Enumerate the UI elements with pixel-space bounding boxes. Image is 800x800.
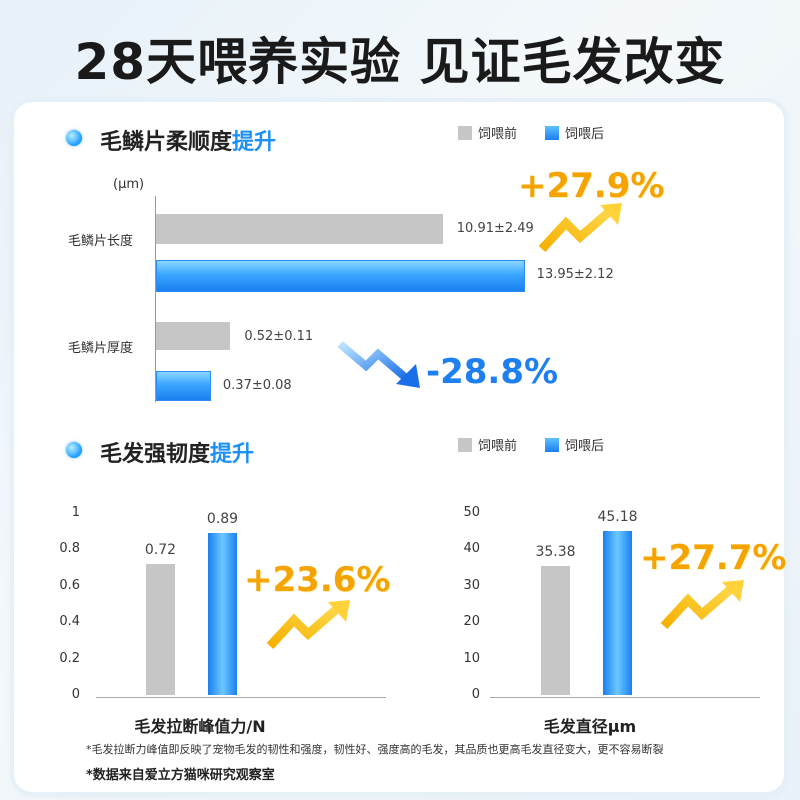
legend-swatch-blue: [545, 125, 559, 140]
hbar-after-0-value: 13.95±2.12: [536, 267, 614, 282]
tensile-chart-xlabel: 毛发拉断峰值力/N: [134, 717, 266, 736]
hbar-before-0: [156, 214, 443, 244]
y-tick-label: 10: [463, 650, 480, 666]
legend-after-label: 饲喂后: [565, 127, 605, 142]
hbar-after-0: [156, 260, 525, 292]
diameter-chart-xlabel: 毛发直径μm: [543, 717, 637, 736]
headline: 28天喂养实验 见证毛发改变: [74, 33, 726, 91]
bar-before: [541, 566, 570, 695]
legend-before-label: 饲喂前: [478, 127, 518, 142]
hbar-category-label-1: 毛鳞片厚度: [68, 341, 134, 356]
y-tick-label: 0.4: [59, 614, 80, 630]
unit-label: (μm): [113, 177, 145, 192]
bar-after: [208, 533, 237, 695]
hbar-axis: [155, 196, 156, 402]
y-tick-label: 0: [71, 687, 80, 702]
y-tick-label: 0: [471, 687, 480, 702]
legend-before-label: 饲喂前: [478, 439, 518, 454]
bar-after: [603, 530, 632, 695]
section1-bullet-icon: [66, 130, 82, 146]
bar-value-label: 0.89: [206, 511, 239, 528]
down-trend-arrow-icon: [337, 340, 420, 388]
y-tick-label: 0.8: [59, 541, 80, 557]
section2-title-main: 毛发强韧度: [100, 442, 211, 467]
section2-right-increase-percent: +27.7%: [640, 538, 787, 578]
y-tick-label: 1: [71, 505, 80, 520]
legend-swatch-blue: [545, 437, 559, 452]
section2-title: 毛发强韧度提升: [100, 436, 254, 468]
section1-legend-before: 饲喂前: [458, 123, 517, 142]
section2-legend-before: 饲喂前: [458, 435, 517, 454]
section1-legend-after: 饲喂后: [545, 123, 604, 142]
section1-decrease-percent: -28.8%: [426, 352, 559, 392]
section2-left-increase-percent: +23.6%: [244, 560, 391, 600]
tensile-chart-baseline: [96, 697, 386, 698]
bar-value-label: 0.72: [144, 541, 177, 558]
y-tick-label: 0.2: [59, 650, 80, 666]
diameter-chart-baseline: [490, 697, 760, 698]
section2-bullet-icon: [66, 442, 82, 458]
section1-title-highlight: 提升: [232, 130, 277, 155]
up-trend-arrow-icon: [538, 203, 622, 253]
section2-legend-after: 饲喂后: [545, 435, 604, 454]
data-source: *数据来自爱立方猫咪研究观察室: [86, 768, 275, 783]
hbar-after-1-value: 0.37±0.08: [222, 378, 292, 393]
hbar-before-1-value: 0.52±0.11: [244, 329, 314, 344]
section1-title-main: 毛鳞片柔顺度: [100, 130, 233, 155]
bar-before: [146, 563, 175, 695]
hbar-after-1: [156, 371, 211, 401]
y-tick-label: 20: [463, 614, 480, 630]
legend-swatch-gray: [458, 437, 472, 452]
y-tick-label: 0.6: [59, 577, 80, 593]
y-tick-label: 50: [463, 505, 480, 520]
legend-swatch-gray: [458, 125, 472, 140]
hbar-before-0-value: 10.91±2.49: [456, 221, 534, 236]
hbar-before-1: [156, 322, 231, 350]
bar-value-label: 45.18: [597, 508, 638, 525]
y-tick-label: 30: [463, 577, 480, 593]
footnote: *毛发拉断力峰值即反映了宠物毛发的韧性和强度，韧性好、强度高的毛发，其品质也更高…: [86, 743, 664, 756]
section2-title-highlight: 提升: [210, 442, 255, 467]
bar-value-label: 35.38: [535, 544, 576, 561]
up-trend-arrow-icon: [266, 600, 350, 650]
hbar-category-label-0: 毛鳞片长度: [68, 234, 134, 249]
legend-after-label: 饲喂后: [565, 439, 605, 454]
up-trend-arrow-icon: [660, 580, 744, 630]
section1-title: 毛鳞片柔顺度提升: [100, 124, 276, 156]
y-tick-label: 40: [463, 541, 480, 557]
section1-increase-percent: +27.9%: [518, 166, 665, 206]
